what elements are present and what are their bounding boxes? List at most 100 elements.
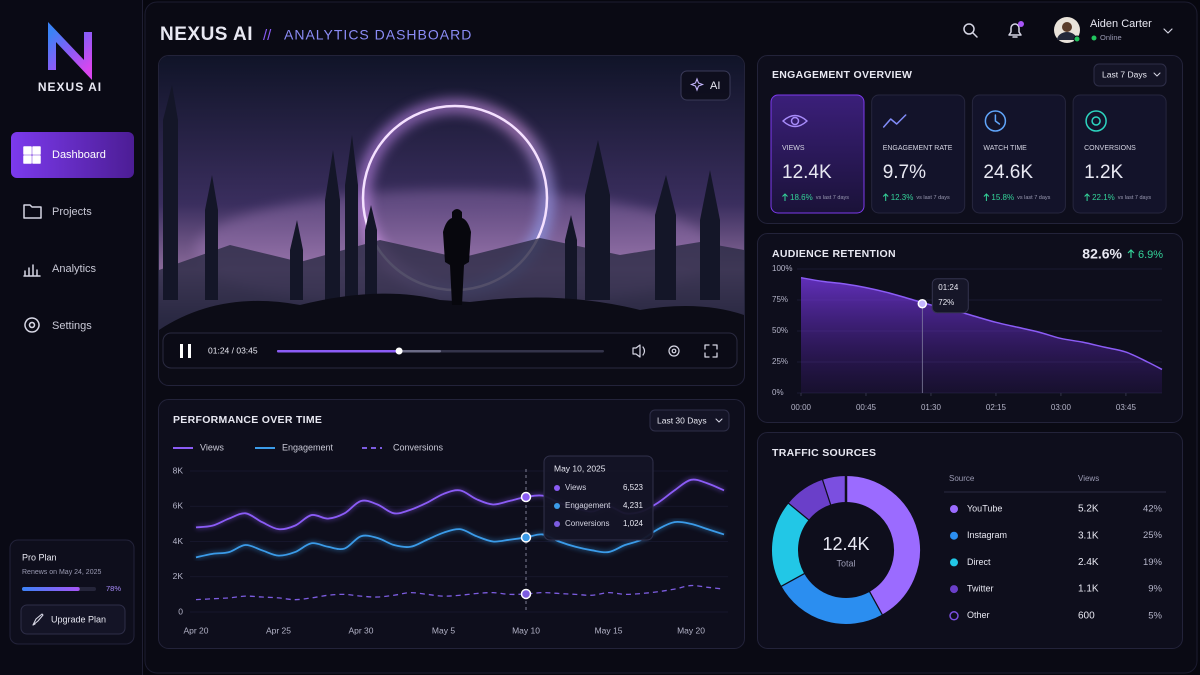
source-dot xyxy=(950,505,958,513)
kpi-note: vs last 7 days xyxy=(816,195,850,201)
performance-title: PERFORMANCE OVER TIME xyxy=(173,414,322,426)
video-scrubber[interactable] xyxy=(395,347,403,355)
volume-button[interactable] xyxy=(632,344,646,358)
tooltip-title: May 10, 2025 xyxy=(554,463,606,473)
x-tick-label: May 15 xyxy=(595,625,623,635)
kpi-change: 15.8% xyxy=(991,193,1014,202)
retention-title: AUDIENCE RETENTION xyxy=(772,248,896,260)
source-percent: 9% xyxy=(1148,584,1162,595)
source-name: Instagram xyxy=(967,530,1007,540)
nav-item[interactable]: Settings xyxy=(24,317,92,333)
source-dot xyxy=(950,531,958,540)
nav: Dashboard Projects Analytics Settings xyxy=(11,132,134,333)
kpi-value: 1.2K xyxy=(1084,162,1123,183)
source-percent: 5% xyxy=(1148,610,1162,621)
y-tick-label: 25% xyxy=(772,357,788,366)
retention-change: 6.9% xyxy=(1138,249,1163,261)
tooltip-dot xyxy=(554,521,560,527)
performance-range[interactable]: Last 30 Days xyxy=(649,409,730,432)
kpi-change-line: 22.1% vs last 7 days xyxy=(1092,193,1151,202)
notifications-button[interactable] xyxy=(1008,21,1024,38)
kpi-note: vs last 7 days xyxy=(1118,195,1152,201)
retention-chart: 0% 25% 50% 75% 100% 00:00 00:45 01:30 02:15 03:00… xyxy=(772,264,1163,412)
donut-segment xyxy=(772,502,810,586)
kpi-card: VIEWS 12.4K 18.6% vs last 7 days xyxy=(770,94,865,214)
upgrade-button[interactable] xyxy=(20,604,126,635)
table-header: Source xyxy=(949,474,975,483)
series-line xyxy=(195,584,725,601)
source-dot xyxy=(949,611,959,621)
source-views: 600 xyxy=(1078,610,1095,621)
logo xyxy=(48,21,92,81)
nav-label: Projects xyxy=(52,206,92,218)
online-dot xyxy=(1091,35,1097,41)
table-header: Views xyxy=(1078,474,1099,483)
source-views: 5.2K xyxy=(1078,504,1099,515)
nav-item[interactable]: Analytics xyxy=(23,263,97,277)
y-tick-label: 0% xyxy=(772,388,784,397)
legend-label: Views xyxy=(200,442,224,452)
card-icon xyxy=(984,110,1007,132)
kpi-up-arrow xyxy=(882,193,889,201)
fullscreen-button[interactable] xyxy=(704,344,718,358)
x-tick-label: Apr 25 xyxy=(266,625,291,635)
figure xyxy=(443,209,471,305)
donut-total: 12.4K xyxy=(822,534,869,554)
kpi-change-line: 18.6% vs last 7 days xyxy=(790,193,849,202)
nav-item[interactable]: Dashboard xyxy=(11,132,134,178)
kpi-card-bg xyxy=(871,94,966,214)
kpi-change: 22.1% xyxy=(1092,193,1115,202)
spires xyxy=(163,85,720,300)
tooltip-marker xyxy=(520,491,532,503)
range-label: Last 30 Days xyxy=(657,415,707,425)
bell-icon xyxy=(1008,23,1022,38)
retention-value: 82.6% xyxy=(1082,246,1122,262)
settings-button[interactable] xyxy=(668,345,680,357)
avatar-face xyxy=(1062,22,1072,32)
x-tick-label: 02:15 xyxy=(986,403,1007,412)
header-separator: // xyxy=(263,27,272,44)
y-tick-label: 75% xyxy=(772,295,788,304)
performance-chart: 0 2K 4K 6K 8K Apr 20 Apr 25 Apr 30 May 5 May 10 Ma… xyxy=(173,442,728,635)
range-dropdown xyxy=(649,409,730,432)
gear-icon xyxy=(668,345,680,357)
user-name: Aiden Carter xyxy=(1090,18,1152,30)
x-tick-label: 00:45 xyxy=(856,403,877,412)
tooltip-dot xyxy=(554,503,560,509)
kpi-value: 9.7% xyxy=(883,162,926,183)
plan-progress xyxy=(22,587,80,591)
retention-area-fill xyxy=(801,277,1162,393)
user-menu[interactable]: Aiden Carter Online xyxy=(1054,17,1173,43)
y-tick-label: 8K xyxy=(173,465,184,475)
tooltip-series: Engagement xyxy=(565,501,611,510)
tooltip-value: 6,523 xyxy=(623,483,644,492)
nav-icon xyxy=(24,317,40,333)
retention-up-arrow xyxy=(1127,249,1135,258)
user-status: Online xyxy=(1100,33,1122,42)
tooltip-series: Conversions xyxy=(565,519,609,528)
video-time: 01:24 / 03:45 xyxy=(208,345,258,355)
nav-icon xyxy=(23,204,42,219)
range-chevron xyxy=(1153,72,1161,77)
kpi-card: ENGAGEMENT RATE 9.7% 12.3% vs last 7 days xyxy=(871,94,966,214)
source-dot xyxy=(950,558,958,567)
plan-title: Pro Plan xyxy=(22,552,57,562)
engagement-range[interactable]: Last 7 Days xyxy=(1093,63,1167,87)
kpi-change: 12.3% xyxy=(891,193,914,202)
nav-active-bg xyxy=(11,132,134,178)
ai-badge[interactable]: AI xyxy=(680,70,731,101)
nav-item[interactable]: Projects xyxy=(23,204,92,219)
donut-total-label: Total xyxy=(836,558,855,568)
y-tick-label: 6K xyxy=(173,501,184,511)
x-tick-label: 00:00 xyxy=(791,403,812,412)
x-tick-label: 01:30 xyxy=(921,403,942,412)
tooltip-dot xyxy=(554,485,560,491)
plan-renews: Renews on May 24, 2025 xyxy=(22,569,101,576)
tooltip-marker xyxy=(520,588,532,600)
donut-segment xyxy=(788,479,832,520)
y-tick-label: 4K xyxy=(173,536,184,546)
pause-button[interactable] xyxy=(180,344,191,358)
search-button[interactable] xyxy=(963,23,978,38)
source-dot xyxy=(950,585,958,594)
